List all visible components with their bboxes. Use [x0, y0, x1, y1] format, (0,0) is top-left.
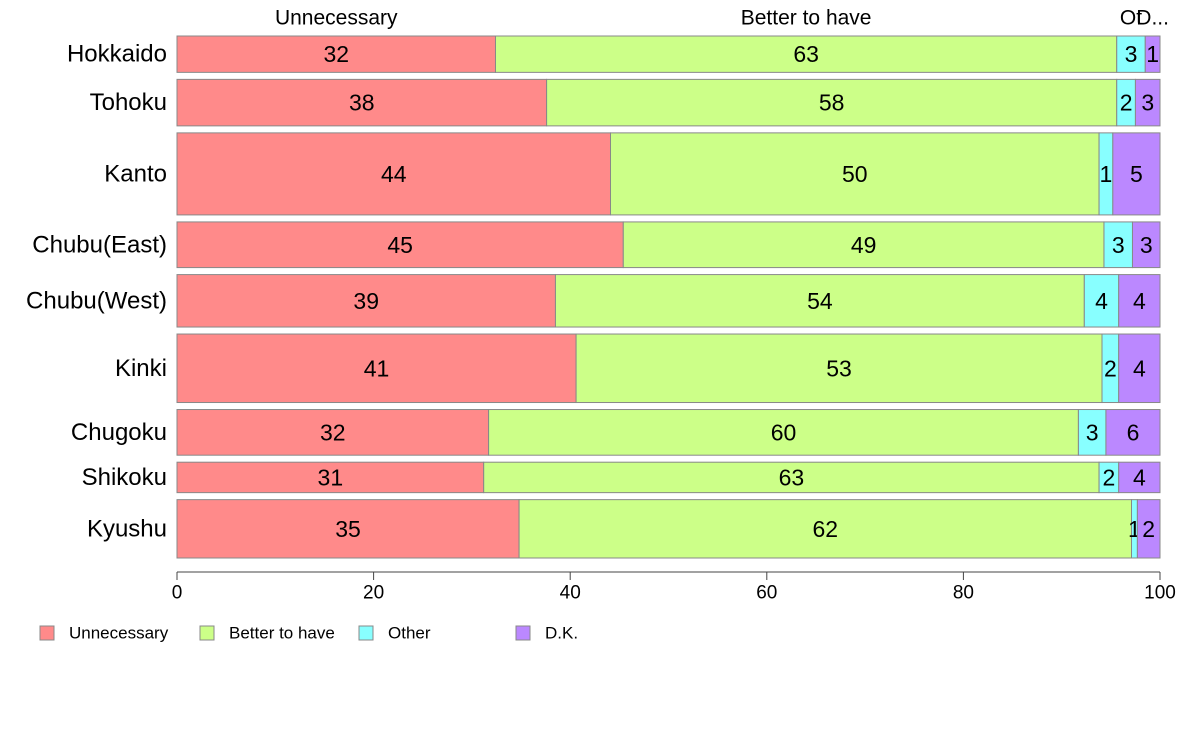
bar-segment	[176, 35, 496, 73]
data-label: 32	[320, 419, 346, 445]
category-label: Kanto	[104, 160, 167, 187]
data-label: 49	[851, 232, 877, 258]
data-label: 6	[1127, 419, 1140, 445]
data-label: 58	[819, 90, 845, 116]
category-label: Kyushu	[87, 515, 167, 542]
bar-segment	[1116, 35, 1146, 73]
data-label: 3	[1141, 90, 1154, 116]
x-tick-label: 100	[1144, 583, 1176, 604]
category-label: Chubu(East)	[32, 231, 167, 258]
series-top-label: Unnecessary	[275, 7, 398, 30]
data-label: 4	[1133, 464, 1146, 490]
data-label: 3	[1125, 41, 1138, 67]
data-label: 4	[1095, 288, 1108, 314]
bar-segment	[1131, 221, 1161, 269]
category-label: Kinki	[115, 355, 167, 382]
data-label: 4	[1133, 288, 1146, 314]
data-label: 62	[812, 516, 838, 542]
bar-segment	[610, 132, 1100, 216]
bar-segment	[575, 333, 1103, 404]
series-top-label: Better to have	[741, 7, 872, 30]
data-label: 44	[381, 161, 407, 187]
x-tick-label: 40	[560, 583, 581, 604]
data-label: 39	[353, 288, 379, 314]
data-label: 63	[793, 41, 819, 67]
category-label: Hokkaido	[67, 41, 167, 68]
data-label: 41	[364, 355, 390, 381]
legend-label: Other	[388, 624, 431, 643]
x-tick-label: 20	[363, 583, 384, 604]
data-label: 54	[807, 288, 833, 314]
bar-segment	[1118, 461, 1161, 494]
data-label: 2	[1104, 355, 1117, 381]
data-label: 2	[1142, 516, 1155, 542]
bar-segment	[176, 333, 577, 404]
bar-segment	[494, 35, 1118, 73]
bar-segment	[176, 221, 624, 269]
bar-segment	[488, 409, 1079, 456]
bar-segment	[1134, 78, 1161, 127]
bar-segment	[518, 499, 1132, 559]
x-tick-label: 80	[953, 583, 974, 604]
x-tick-label: 60	[756, 583, 777, 604]
series-top-label: Ot	[1120, 7, 1142, 30]
bar-segment	[1118, 333, 1161, 404]
data-label: 2	[1102, 464, 1115, 490]
bar-segment	[554, 274, 1085, 328]
legend-label: Unnecessary	[69, 624, 169, 643]
legend-swatch	[515, 625, 531, 641]
data-label: 53	[826, 355, 852, 381]
bar-segment	[1112, 132, 1161, 216]
data-label: 5	[1130, 161, 1143, 187]
legend-swatch	[358, 625, 374, 641]
bar-segment	[1105, 409, 1161, 456]
data-label: 31	[318, 464, 344, 490]
bar-segment	[1083, 274, 1120, 328]
legend-label: Better to have	[229, 624, 335, 643]
category-label: Shikoku	[82, 464, 167, 491]
x-tick-label: 0	[172, 583, 183, 604]
bar-segment	[176, 132, 612, 216]
data-label: 63	[779, 464, 805, 490]
data-label: 1	[1100, 161, 1113, 187]
bar-segment	[176, 499, 520, 559]
legend-swatch	[39, 625, 55, 641]
bar-segment	[622, 221, 1105, 269]
bar-segment	[1144, 35, 1161, 73]
data-label: 60	[771, 419, 797, 445]
data-label: 3	[1112, 232, 1125, 258]
bar-segment	[483, 461, 1100, 494]
category-label: Chubu(West)	[26, 287, 167, 314]
data-label: 35	[335, 516, 361, 542]
data-label: 38	[349, 90, 375, 116]
category-label: Tohoku	[90, 89, 167, 116]
bar-segment	[546, 78, 1118, 127]
data-label: 45	[387, 232, 413, 258]
data-label: 32	[323, 41, 349, 67]
bar-segment	[1136, 499, 1161, 559]
data-label: 2	[1120, 90, 1133, 116]
data-label: 1	[1146, 41, 1159, 67]
bar-segment	[1118, 274, 1161, 328]
legend-swatch	[199, 625, 215, 641]
data-label: 4	[1133, 355, 1146, 381]
bar-segment	[176, 78, 548, 127]
data-label: 50	[842, 161, 868, 187]
series-top-label: D...	[1136, 7, 1169, 30]
bar-segment	[176, 409, 490, 456]
bar-segment	[176, 274, 556, 328]
data-label: 3	[1086, 419, 1099, 445]
category-label: Chugoku	[71, 419, 167, 446]
data-label: 3	[1140, 232, 1153, 258]
legend-label: D.K.	[545, 624, 578, 643]
